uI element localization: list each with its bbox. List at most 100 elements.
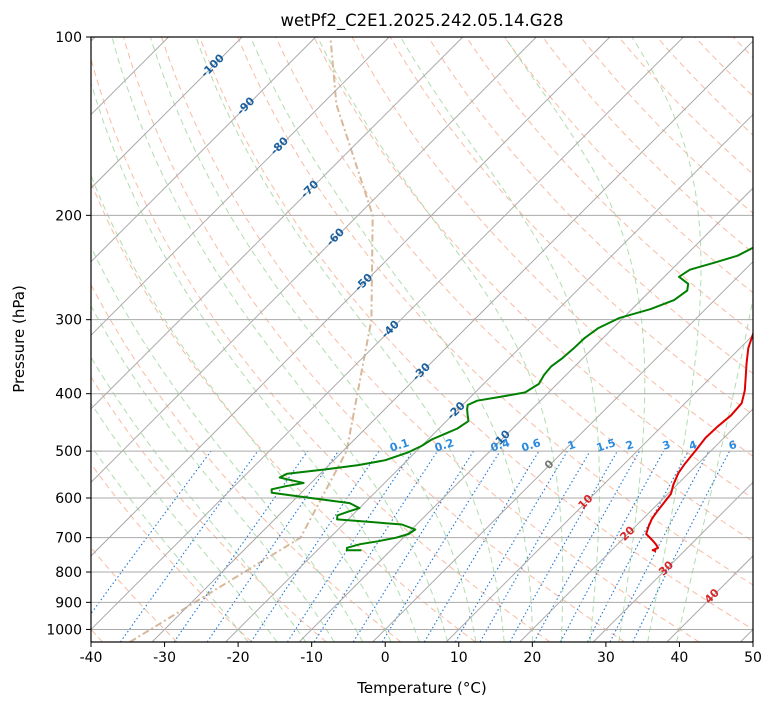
left-reference-curve: [129, 37, 374, 642]
mixing-ratio-line: [560, 450, 665, 642]
x-tick-label: 30: [597, 650, 615, 666]
mixing-ratio-label: 0.6: [520, 436, 543, 454]
dry-adiabat: [161, 37, 700, 642]
dry-adiabat: [389, 37, 753, 416]
moist-adiabat: [91, 245, 364, 642]
moist-adiabat: [91, 444, 249, 642]
y-tick-label: 500: [55, 444, 82, 460]
isotherm-line: [298, 187, 753, 642]
isotherm-label: -90: [234, 94, 257, 117]
mixing-ratio-label: 0.4: [489, 436, 512, 454]
mixing-ratio-labels: 0.10.20.40.611.52346810131620253036: [388, 436, 739, 454]
moist-adiabat: [250, 37, 534, 642]
mixing-ratio-line: [533, 450, 640, 642]
plot-area: -100-90-80-70-60-50-40-30-20-10010203040…: [91, 37, 775, 642]
y-tick-label: 900: [55, 595, 82, 611]
y-tick-label: 1000: [46, 622, 82, 638]
isotherm-label: -60: [324, 225, 347, 248]
dry-adiabat: [237, 37, 753, 586]
y-tick-label: 400: [55, 387, 82, 403]
isotherm-line: [225, 113, 753, 642]
mixing-ratio-line: [587, 450, 689, 642]
y-tick-label: 200: [55, 208, 82, 224]
moist-adiabat: [91, 356, 307, 642]
y-tick-label: 100: [55, 30, 82, 46]
isotherm-label: -40: [379, 318, 402, 341]
mixing-ratio-line: [250, 450, 380, 642]
mixing-ratio-line: [479, 450, 591, 642]
mixing-ratio-lines: [91, 450, 731, 642]
temperature-profile: [645, 331, 753, 553]
moist-adiabat: [676, 295, 753, 642]
mixing-ratio-line: [91, 450, 212, 615]
plot-frame: [90, 36, 754, 643]
mixing-ratio-line: [423, 450, 540, 642]
y-tick-label: 700: [55, 531, 82, 547]
moist-adiabats: [91, 37, 753, 642]
dry-adiabat: [91, 283, 402, 642]
y-tick-label: 800: [55, 565, 82, 581]
dry-adiabat: [465, 37, 753, 334]
mixing-ratio-label: 6: [727, 438, 739, 453]
dry-adiabat: [91, 181, 476, 642]
mixing-ratio-label: 3: [661, 438, 672, 453]
moist-adiabat: [400, 37, 601, 642]
isotherm-label: 0: [542, 457, 557, 472]
isotherm-label: -70: [298, 177, 321, 200]
dry-adiabat: [580, 37, 753, 214]
x-tick-label: 10: [450, 650, 468, 666]
mixing-ratio-line: [381, 450, 501, 642]
dry-adiabat: [123, 37, 625, 642]
isotherm-line: [445, 334, 753, 642]
mixing-ratio-label: 1.5: [595, 436, 618, 454]
isotherm-line: [91, 37, 243, 189]
sounding-series: [270, 246, 753, 553]
mixing-ratio-label: 0.1: [388, 436, 411, 454]
isotherm-line: [91, 37, 537, 484]
dry-adiabat: [91, 57, 551, 642]
moist-adiabat: [195, 37, 505, 642]
isotherm-line: [91, 37, 317, 263]
x-tick-label: -30: [153, 650, 176, 666]
y-axis-title: Pressure (hPa): [10, 285, 28, 393]
mixing-ratio-label: 4: [687, 438, 699, 453]
moist-adiabat: [111, 37, 449, 642]
chart-title: wetPf2_C2E1.2025.242.05.14.G28: [280, 11, 563, 31]
isotherm-line: [91, 37, 684, 631]
y-axis-ticks: 100 200 300 400 500 600 700 800 900 1000: [46, 30, 91, 638]
mixing-ratio-label: 1: [566, 438, 577, 453]
isotherm-line: [91, 37, 390, 336]
x-axis-title: Temperature (°C): [356, 679, 486, 697]
mixing-ratio-line: [119, 450, 259, 642]
mixing-ratio-line: [454, 450, 568, 642]
x-tick-label: -20: [227, 650, 250, 666]
pressure-gridlines: [91, 37, 753, 630]
dry-adiabat: [91, 376, 327, 642]
moist-adiabat: [149, 37, 477, 642]
isotherm-line: [372, 260, 753, 642]
moist-adiabat: [91, 304, 335, 642]
x-tick-label: 40: [671, 650, 689, 666]
mixing-ratio-line: [313, 450, 438, 642]
reference-curve: [129, 37, 374, 642]
isotherm-label: 30: [656, 558, 676, 578]
isotherm-line: [666, 555, 753, 642]
x-tick-label: 0: [381, 650, 390, 666]
dry-adiabat: [618, 37, 753, 175]
x-tick-label: 20: [523, 650, 541, 666]
mixing-ratio-line: [173, 450, 309, 642]
isotherm-line: [592, 481, 753, 642]
y-tick-label: 600: [55, 491, 82, 507]
dry-adiabat: [199, 37, 753, 630]
moist-adiabat: [504, 37, 646, 642]
dry-adiabat: [275, 37, 753, 542]
dewpoint-profile: [270, 246, 753, 552]
mixing-ratio-label: 0.2: [433, 436, 456, 454]
moist-adiabat: [631, 37, 702, 642]
moist-adiabat: [91, 174, 392, 642]
dry-adiabat: [771, 37, 775, 642]
x-tick-label: -10: [300, 650, 323, 666]
moist-adiabat: [91, 81, 420, 642]
